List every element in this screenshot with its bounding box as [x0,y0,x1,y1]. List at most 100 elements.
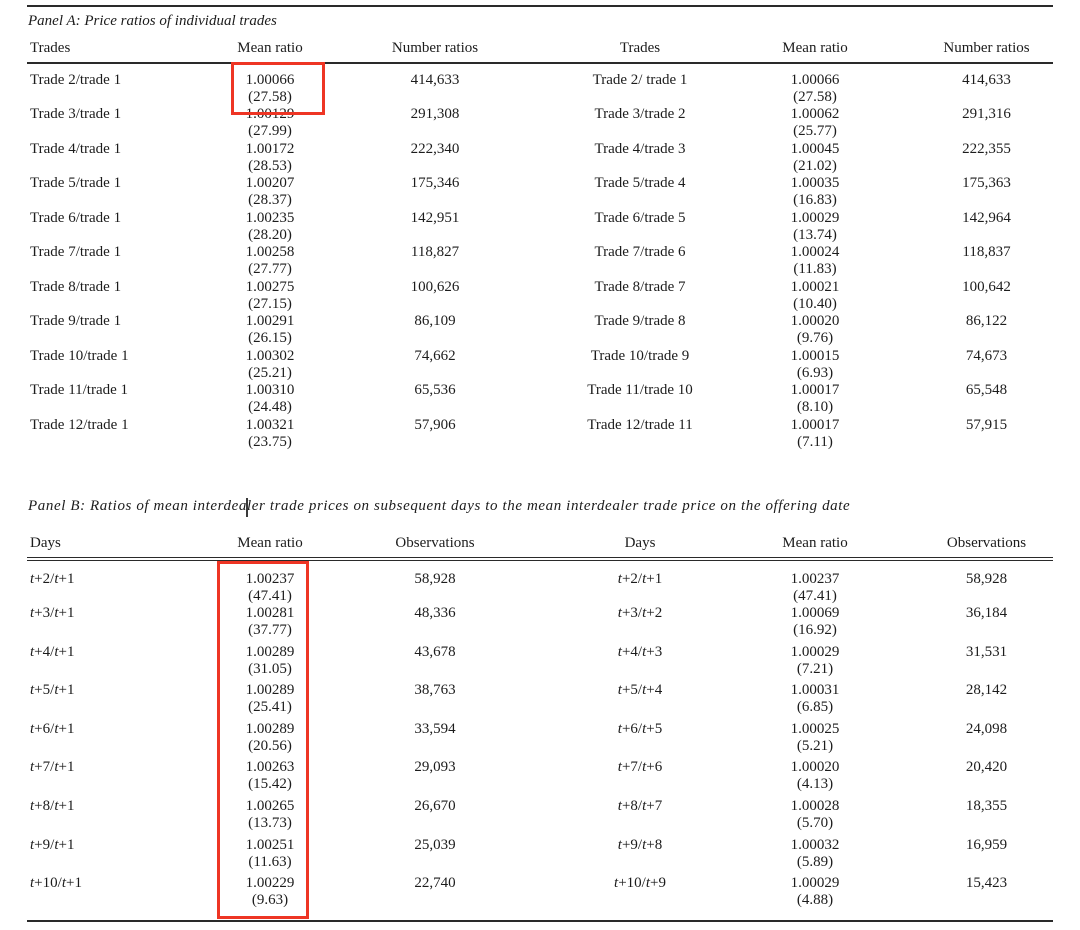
cell-label-left: t+10/t+1 [30,875,82,892]
cell-mean-ratio-right: 1.00069 (16.92) [790,605,840,638]
cell-count-right: 20,420 [965,759,1008,776]
cell-mean-ratio-left: 1.00207 (28.37) [245,175,295,208]
table-top-rule [27,5,1053,7]
cell-mean-ratio-right: 1.00025 (5.21) [790,720,840,754]
cell-label-left: t+9/t+1 [30,836,75,853]
col-header-number-ratios-left: Number ratios [335,33,535,64]
cell-mean-ratio-right: 1.00062 (25.77) [790,106,840,139]
cell-label-left: Trade 12/trade 1 [30,416,129,433]
cell-label-right: t+5/t+4 [617,682,663,699]
cell-count-right: 18,355 [965,797,1008,814]
cell-count-right: 74,673 [965,347,1008,364]
panel-b-table: Days Mean ratio Observations Days Mean r… [27,528,1053,914]
table-row: Trade 5/trade 1 1.00207 (28.37) 175,346 Trad… [27,175,1053,210]
cell-mean-ratio-left: 1.00229 (9.63) [245,875,295,909]
cell-label-left: t+2/t+1 [30,571,75,587]
cell-mean-ratio-right: 1.00028 (5.70) [790,797,840,831]
cell-count-left: 58,928 [414,571,456,587]
table-row: t+6/t+1 1.00289 (20.56) 33,594 t+6/t+5 1.0002… [27,721,1053,760]
cell-count-left: 25,039 [414,836,456,853]
cell-label-left: Trade 3/trade 1 [30,106,122,122]
cell-label-right: Trade 7/trade 6 [594,244,686,260]
cell-label-left: t+6/t+1 [30,720,75,737]
cell-label-right: Trade 10/trade 9 [590,347,690,364]
cell-mean-ratio-left: 1.00302 (25.21) [245,347,295,381]
cell-mean-ratio-right: 1.00017 (7.11) [790,416,840,450]
cell-label-right: Trade 5/trade 4 [594,175,686,191]
cell-mean-ratio-right: 1.00066 (27.58) [790,72,840,105]
cell-mean-ratio-left: 1.00310 (24.48) [245,382,295,415]
cell-count-left: 48,336 [414,605,456,621]
cell-count-right: 100,642 [962,278,1011,295]
panel-a-title: Panel A: Price ratios of individual trad… [28,13,277,29]
col-header-mean-ratio-right: Mean ratio [745,528,885,561]
cell-label-left: t+7/t+1 [30,759,75,776]
table-row: t+10/t+1 1.00229 (9.63) 22,740 t+10/t+9 1.000… [27,875,1053,914]
cell-count-right: 36,184 [965,605,1008,621]
cell-count-left: 74,662 [414,347,456,364]
panel-a-header-row: Trades Mean ratio Number ratios Trades M… [27,33,1053,64]
cell-count-right: 58,928 [965,571,1008,587]
col-header-days-right: Days [535,528,745,561]
cell-mean-ratio-left: 1.00263 (15.42) [245,759,295,793]
cell-label-left: Trade 7/trade 1 [30,244,122,260]
table-row: Trade 6/trade 1 1.00235 (28.20) 142,951 Trad… [27,210,1053,245]
cell-mean-ratio-right: 1.00035 (16.83) [790,175,840,208]
table-row: Trade 3/trade 1 1.00129 (27.99) 291,308 Trad… [27,106,1053,141]
col-header-observations-right: Observations [885,528,1053,561]
col-header-observations-left: Observations [335,528,535,561]
cell-label-right: t+4/t+3 [617,643,663,660]
cell-count-right: 65,548 [965,382,1008,398]
cell-mean-ratio-left: 1.00172 (28.53) [245,140,295,174]
cell-mean-ratio-left: 1.00258 (27.77) [245,244,295,277]
cell-count-left: 222,340 [410,140,460,157]
cell-count-left: 33,594 [414,720,456,737]
cell-mean-ratio-right: 1.00021 (10.40) [790,278,840,312]
cell-count-left: 414,633 [410,72,460,88]
cell-mean-ratio-right: 1.00237 (47.41) [790,571,840,604]
cell-label-left: Trade 4/trade 1 [30,140,122,157]
cell-count-right: 31,531 [965,643,1008,660]
cell-label-left: t+3/t+1 [30,605,75,621]
cell-mean-ratio-right: 1.00045 (21.02) [790,140,840,174]
table-row: Trade 8/trade 1 1.00275 (27.15) 100,626 Trad… [27,279,1053,314]
cell-mean-ratio-left: 1.00289 (25.41) [245,682,295,716]
cell-label-right: Trade 11/trade 10 [587,382,693,398]
cell-label-right: t+3/t+2 [617,605,663,621]
table-bottom-rule [27,920,1053,922]
cell-label-right: Trade 2/ trade 1 [592,72,688,88]
table-row: Trade 4/trade 1 1.00172 (28.53) 222,340 Trad… [27,141,1053,176]
cell-mean-ratio-left: 1.00265 (13.73) [245,797,295,831]
cell-label-right: t+8/t+7 [617,797,663,814]
col-header-mean-ratio-right: Mean ratio [745,33,885,64]
cell-label-left: t+5/t+1 [30,682,75,699]
cell-label-left: Trade 5/trade 1 [30,175,122,191]
cell-label-left: t+4/t+1 [30,643,75,660]
cell-label-right: Trade 9/trade 8 [594,313,686,329]
cell-mean-ratio-right: 1.00020 (4.13) [790,759,840,793]
cell-count-left: 57,906 [414,416,456,433]
cell-label-right: t+7/t+6 [617,759,663,776]
cell-count-left: 175,346 [410,175,460,191]
cell-label-right: Trade 12/trade 11 [587,416,693,433]
panel-b-header-row: Days Mean ratio Observations Days Mean r… [27,528,1053,561]
text-cursor-artifact [246,498,248,517]
table-row: t+7/t+1 1.00263 (15.42) 29,093 t+7/t+6 1.0002… [27,759,1053,798]
cell-count-left: 43,678 [414,643,456,660]
cell-label-right: t+6/t+5 [617,720,663,737]
cell-mean-ratio-right: 1.00015 (6.93) [790,347,840,381]
cell-count-left: 26,670 [414,797,456,814]
cell-mean-ratio-right: 1.00024 (11.83) [790,244,840,277]
cell-count-left: 86,109 [414,313,456,329]
cell-label-left: Trade 11/trade 1 [30,382,129,398]
cell-label-right: t+9/t+8 [617,836,663,853]
table-row: Trade 10/trade 1 1.00302 (25.21) 74,662 Trad… [27,348,1053,383]
table-row: Trade 2/trade 1 1.00066 (27.58) 414,633 Trad… [27,63,1053,106]
cell-mean-ratio-right: 1.00020 (9.76) [790,313,840,346]
cell-label-right: Trade 6/trade 5 [594,209,686,226]
cell-count-right: 57,915 [965,416,1008,433]
cell-mean-ratio-right: 1.00017 (8.10) [790,382,840,415]
cell-count-right: 291,316 [962,106,1011,122]
table-row: t+9/t+1 1.00251 (11.63) 25,039 t+9/t+8 1.0003… [27,837,1053,876]
cell-label-left: Trade 8/trade 1 [30,278,122,295]
